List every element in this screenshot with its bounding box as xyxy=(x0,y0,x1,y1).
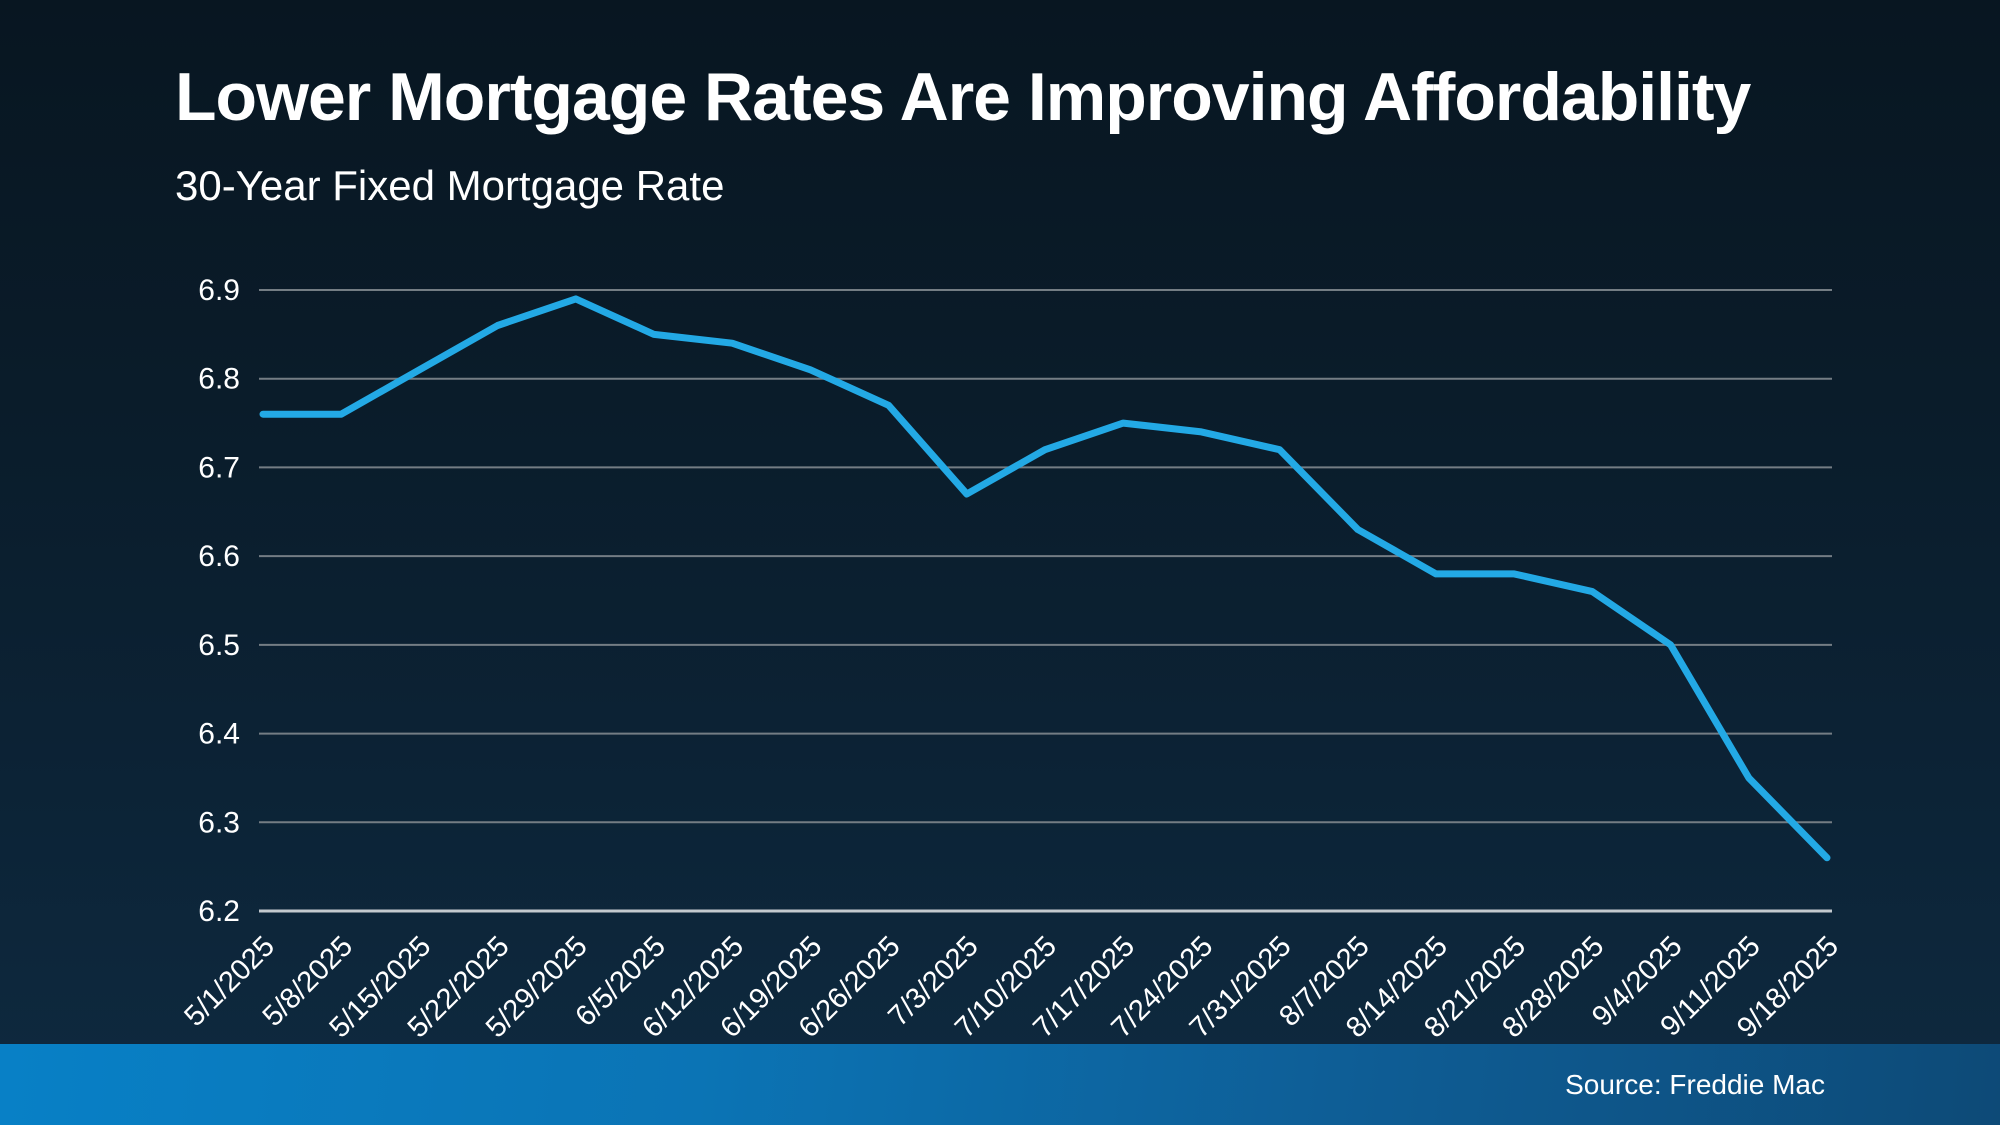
y-tick-label: 6.2 xyxy=(198,895,240,928)
y-tick-label: 6.9 xyxy=(198,274,240,307)
y-tick-label: 6.7 xyxy=(198,451,240,484)
footer-bar: Source: Freddie Mac xyxy=(0,1044,2000,1125)
y-tick-label: 6.5 xyxy=(198,629,240,662)
y-tick-label: 6.8 xyxy=(198,363,240,396)
y-tick-label: 6.6 xyxy=(198,540,240,573)
rate-line xyxy=(259,295,1831,862)
chart-subtitle: 30-Year Fixed Mortgage Rate xyxy=(175,162,725,209)
y-tick-label: 6.4 xyxy=(198,718,240,751)
chart-title: Lower Mortgage Rates Are Improving Affor… xyxy=(175,59,1751,135)
source-credit: Source: Freddie Mac xyxy=(1565,1068,1825,1100)
y-tick-label: 6.3 xyxy=(198,806,240,839)
